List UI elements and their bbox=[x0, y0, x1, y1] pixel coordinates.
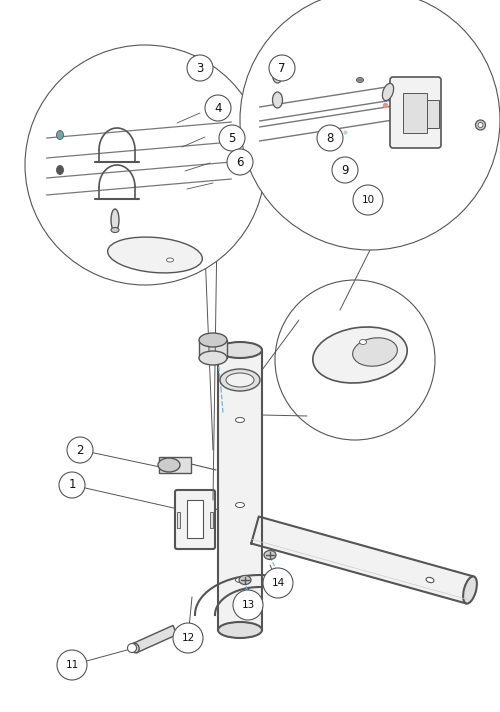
Ellipse shape bbox=[360, 340, 366, 345]
Circle shape bbox=[219, 125, 245, 151]
Ellipse shape bbox=[128, 644, 136, 652]
Text: 2: 2 bbox=[76, 444, 84, 456]
Circle shape bbox=[25, 45, 265, 285]
Bar bbox=[210, 512, 213, 528]
Bar bbox=[427, 100, 439, 128]
Ellipse shape bbox=[236, 417, 244, 422]
Ellipse shape bbox=[226, 373, 254, 387]
Ellipse shape bbox=[356, 78, 364, 83]
Circle shape bbox=[263, 568, 293, 598]
Bar bbox=[159, 457, 191, 473]
Ellipse shape bbox=[111, 228, 119, 233]
Circle shape bbox=[173, 623, 203, 653]
Ellipse shape bbox=[108, 237, 202, 273]
Ellipse shape bbox=[478, 122, 483, 127]
Ellipse shape bbox=[382, 83, 394, 100]
Text: 4: 4 bbox=[214, 102, 222, 115]
Text: 6: 6 bbox=[236, 155, 244, 169]
Ellipse shape bbox=[236, 609, 244, 614]
Ellipse shape bbox=[313, 327, 407, 383]
Circle shape bbox=[233, 590, 263, 620]
Circle shape bbox=[57, 650, 87, 680]
Ellipse shape bbox=[272, 92, 282, 108]
Ellipse shape bbox=[220, 369, 260, 391]
Ellipse shape bbox=[426, 577, 434, 582]
Text: 7: 7 bbox=[278, 61, 286, 75]
Ellipse shape bbox=[56, 165, 64, 174]
Text: 9: 9 bbox=[341, 164, 349, 177]
Ellipse shape bbox=[199, 333, 227, 347]
Circle shape bbox=[227, 149, 253, 175]
Bar bbox=[199, 340, 227, 358]
Text: 14: 14 bbox=[272, 578, 284, 588]
Ellipse shape bbox=[56, 130, 64, 140]
Ellipse shape bbox=[476, 120, 486, 130]
Circle shape bbox=[269, 55, 295, 81]
Circle shape bbox=[59, 472, 85, 498]
Text: 3: 3 bbox=[196, 61, 203, 75]
Bar bbox=[177, 512, 180, 528]
Polygon shape bbox=[251, 516, 474, 604]
Text: 13: 13 bbox=[242, 600, 254, 610]
Ellipse shape bbox=[236, 503, 244, 508]
Bar bbox=[218, 350, 262, 630]
Ellipse shape bbox=[218, 342, 262, 358]
Polygon shape bbox=[133, 625, 177, 653]
Text: 8: 8 bbox=[326, 132, 334, 145]
Text: 10: 10 bbox=[362, 195, 374, 205]
Circle shape bbox=[187, 55, 213, 81]
Text: 1: 1 bbox=[68, 478, 76, 491]
Ellipse shape bbox=[239, 575, 251, 585]
Ellipse shape bbox=[463, 577, 477, 604]
Ellipse shape bbox=[352, 337, 398, 366]
Ellipse shape bbox=[131, 643, 139, 653]
Ellipse shape bbox=[199, 351, 227, 365]
Circle shape bbox=[240, 0, 500, 250]
Ellipse shape bbox=[111, 209, 119, 231]
Ellipse shape bbox=[218, 622, 262, 638]
Ellipse shape bbox=[236, 577, 244, 582]
Ellipse shape bbox=[158, 458, 180, 472]
Ellipse shape bbox=[272, 67, 282, 83]
FancyBboxPatch shape bbox=[390, 77, 441, 148]
Circle shape bbox=[353, 185, 383, 215]
Text: 5: 5 bbox=[228, 132, 235, 145]
FancyBboxPatch shape bbox=[175, 490, 215, 549]
Text: 12: 12 bbox=[182, 633, 194, 643]
Ellipse shape bbox=[264, 550, 276, 560]
Circle shape bbox=[67, 437, 93, 463]
Text: 11: 11 bbox=[66, 660, 78, 670]
Bar bbox=[403, 93, 427, 133]
Circle shape bbox=[332, 157, 358, 183]
Circle shape bbox=[205, 95, 231, 121]
Bar bbox=[187, 500, 203, 538]
Circle shape bbox=[317, 125, 343, 151]
Ellipse shape bbox=[166, 258, 173, 262]
